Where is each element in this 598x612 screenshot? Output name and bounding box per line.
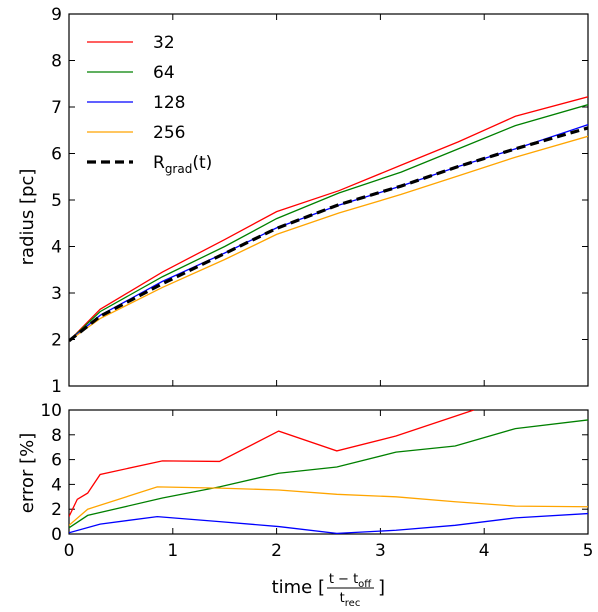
legend-label-suffix: (t) [192,153,212,173]
y-tick-label: 8 [51,52,62,72]
legend-label-main: 64 [153,63,175,83]
x-tick-label: 3 [375,541,386,561]
legend-label: Rgrad(t) [153,153,212,176]
bottom-ylabel: error [%] [17,433,38,513]
y-tick-label: 1 [51,377,62,397]
series-line-r [69,126,588,343]
legend-label-main: R [153,153,165,173]
y-tick-label: 0 [51,525,62,545]
series-line-128 [69,512,588,534]
legend-label: 256 [153,123,185,143]
xlabel-numerator: t − toff [329,572,372,590]
xlabel-denominator-sub: rec [345,598,361,609]
xlabel-suffix: ] [378,577,385,598]
series-line-32 [69,410,475,517]
xlabel-numerator-main: t − t [329,572,358,587]
xlabel-prefix: time [ [272,577,325,598]
y-tick-label: 4 [51,475,62,495]
y-tick-label: 10 [40,401,62,421]
y-tick-label: 5 [51,191,62,211]
y-tick-label: 9 [51,5,62,25]
x-tick-label: 1 [167,541,178,561]
legend-label-main: 32 [153,33,175,53]
series-line-64 [69,104,588,342]
y-tick-label: 4 [51,238,62,258]
x-tick-label: 0 [64,541,75,561]
series-line-256 [69,486,588,526]
legend-label: 64 [153,63,175,83]
series-lines [69,96,588,343]
top-ylabel: radius [pc] [17,169,38,266]
series-line-64 [69,419,588,529]
series-line-256 [69,135,588,342]
y-tick-label: 2 [51,331,62,351]
y-tick-label: 2 [51,500,62,520]
legend-label-sub: grad [165,162,193,176]
xlabel-denominator: trec [340,591,361,609]
legend-label-main: 128 [153,93,185,113]
legend-label: 128 [153,93,185,113]
series-line-32 [69,96,588,342]
xlabel-denominator-main: t [340,591,345,606]
xlabel-numerator-sub: off [358,579,372,590]
x-tick-label: 5 [583,541,594,561]
x-tick-label: 4 [479,541,490,561]
y-tick-label: 6 [51,451,62,471]
legend-label-main: 256 [153,123,185,143]
legend: 32 64 128 256 Rgrad(t) [87,33,212,176]
series-line-128 [69,124,588,342]
legend-label: 32 [153,33,175,53]
plot-frame [68,13,589,387]
y-tick-label: 8 [51,426,62,446]
y-tick-label: 7 [51,98,62,118]
plot-frame [68,409,589,535]
bottom-xlabel: time [ t − toff trec ] [272,572,385,609]
y-tick-label: 3 [51,284,62,304]
radius-panel: 1 2 3 4 5 6 7 8 9 32 64 128 256 Rgrad(t) [51,5,589,397]
y-tick-label: 6 [51,145,62,165]
x-tick-label: 2 [271,541,282,561]
error-panel: 0 1 2 3 4 5 0 2 4 6 8 10 [40,401,593,561]
series-lines [69,410,588,534]
